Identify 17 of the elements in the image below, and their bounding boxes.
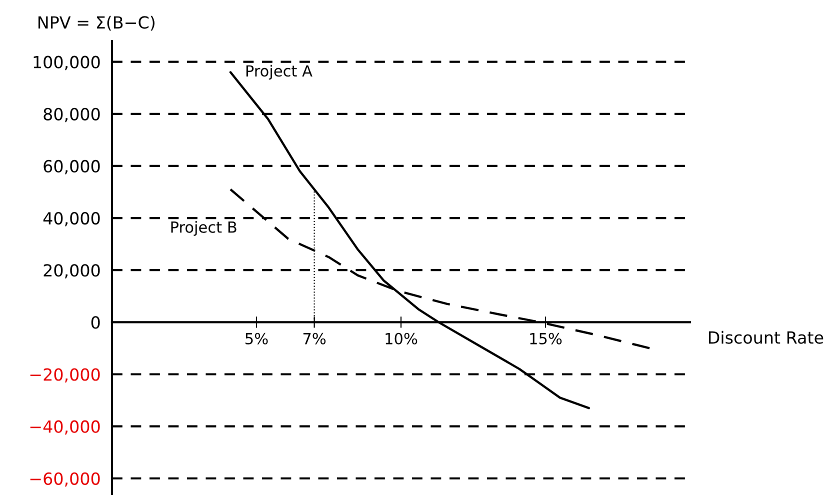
series-label: Project B <box>171 221 236 236</box>
y-tick-label: 0 <box>91 316 100 329</box>
y-tick-label: −60,000 <box>30 472 100 487</box>
x-tick-label: 10% <box>386 332 418 344</box>
y-tick-label: 60,000 <box>44 160 100 174</box>
x-tick-label: 15% <box>530 332 562 344</box>
y-tick-label: 40,000 <box>43 212 100 226</box>
y-tick-label: −40,000 <box>30 420 100 435</box>
y-axis-title: NPV = Σ(B−C) <box>38 16 154 31</box>
y-tick-label: 20,000 <box>44 264 100 278</box>
y-tick-label: −20,000 <box>30 368 100 383</box>
series-label: Project A <box>246 64 312 80</box>
x-axis-title: Discount Rate <box>708 330 824 344</box>
y-tick-label: 100,000 <box>34 56 100 70</box>
x-tick-label: 5% <box>246 332 268 344</box>
y-tick-label: 80,000 <box>44 108 100 122</box>
x-tick-label: 7% <box>303 332 326 344</box>
